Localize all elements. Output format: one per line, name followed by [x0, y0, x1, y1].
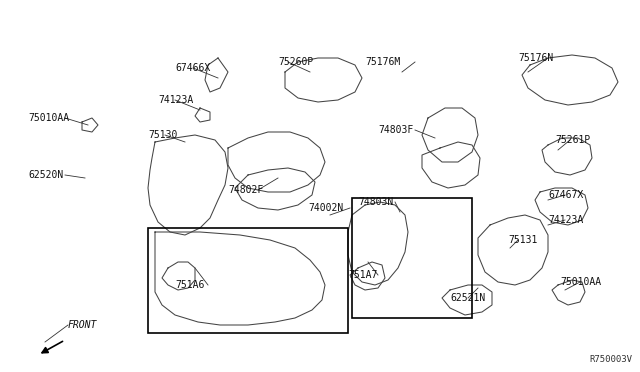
Text: 75010AA: 75010AA: [560, 277, 601, 287]
Text: 75176M: 75176M: [365, 57, 400, 67]
Text: 751A6: 751A6: [175, 280, 204, 290]
Text: 74002N: 74002N: [308, 203, 343, 213]
Text: 75176N: 75176N: [518, 53, 553, 63]
Text: R750003V: R750003V: [589, 355, 632, 364]
Text: 75131: 75131: [508, 235, 538, 245]
Text: 62520N: 62520N: [28, 170, 63, 180]
Text: 74802F: 74802F: [228, 185, 263, 195]
Text: 67466X: 67466X: [175, 63, 211, 73]
Text: FRONT: FRONT: [68, 320, 97, 330]
Text: 751A7: 751A7: [348, 270, 378, 280]
Text: 74123A: 74123A: [158, 95, 193, 105]
Text: 75010AA: 75010AA: [28, 113, 69, 123]
Text: 74803N: 74803N: [358, 197, 393, 207]
Text: 74803F: 74803F: [378, 125, 413, 135]
Bar: [352, 198, 472, 318]
Text: 75260P: 75260P: [278, 57, 313, 67]
Text: 67467X: 67467X: [548, 190, 583, 200]
Text: 62521N: 62521N: [450, 293, 485, 303]
Text: 74123A: 74123A: [548, 215, 583, 225]
Text: 75261P: 75261P: [555, 135, 590, 145]
Bar: [148, 228, 348, 333]
Text: 75130: 75130: [148, 130, 177, 140]
